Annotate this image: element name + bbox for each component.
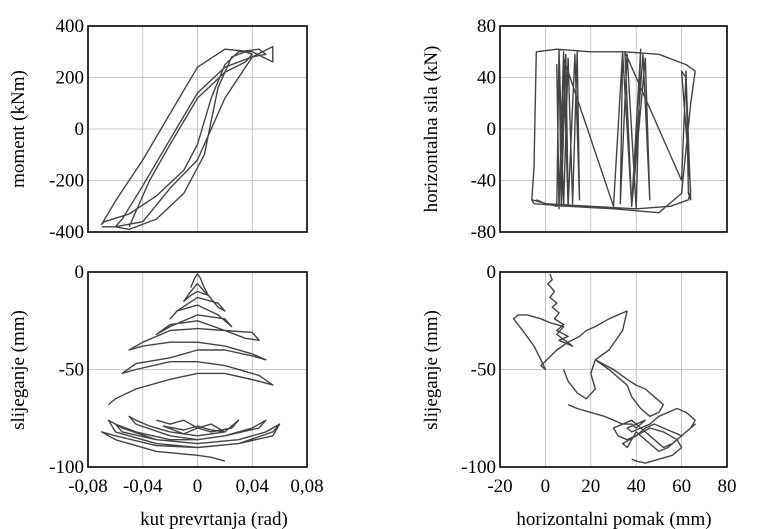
- y-axis-label: moment (kNm): [8, 70, 29, 188]
- y-axis-label: slijeganje (mm): [8, 310, 29, 430]
- hysteresis-trace: [531, 48, 696, 214]
- x-axis-label: kut prevrtanja (rad): [140, 509, 288, 529]
- x-tick-label: 40: [627, 476, 646, 497]
- hysteresis-trace: [100, 45, 274, 231]
- y-axis-label: horizontalna sila (kN): [421, 46, 442, 213]
- y-tick-label: -100: [49, 457, 84, 478]
- y-tick-label: 200: [56, 68, 85, 89]
- y-tick-label: 0: [75, 119, 85, 140]
- plot-area-frame: [499, 25, 728, 233]
- horizontalna-sila-panel: horizontalna sila (kN) 80 40 0 -40 -80: [421, 16, 728, 243]
- y-tick-label: -40: [471, 171, 496, 192]
- y-tick-label: -80: [471, 222, 496, 243]
- x-tick-label: 0,08: [290, 476, 323, 497]
- y-tick-label: 0: [487, 119, 497, 140]
- x-tick-label: 0: [193, 476, 203, 497]
- plot-area-frame: [87, 25, 308, 233]
- x-tick-label: -20: [487, 476, 512, 497]
- y-axis-label: slijeganje (mm): [421, 310, 442, 430]
- hysteresis-trace: [567, 403, 696, 464]
- y-tick-label: 0: [487, 262, 497, 283]
- x-tick-label: 0,04: [236, 476, 270, 497]
- slijeganje-kut-panel: slijeganje (mm) kut prevrtanja (rad) 0 -5…: [8, 262, 324, 529]
- y-tick-label: -100: [461, 457, 496, 478]
- x-tick-label: 80: [718, 476, 737, 497]
- plot-area-frame: [499, 271, 728, 468]
- y-tick-label: 400: [56, 16, 85, 37]
- hysteresis-trace: [100, 415, 281, 462]
- hysteresis-trace: [108, 273, 274, 406]
- x-tick-label: 20: [581, 476, 600, 497]
- x-tick-label: 60: [672, 476, 691, 497]
- hysteresis-trace: [512, 273, 665, 417]
- x-tick-label: -0,08: [68, 476, 108, 497]
- moment-panel: moment (kNm) 400 200 0 -200 -400: [8, 16, 308, 243]
- y-tick-label: 40: [477, 68, 496, 89]
- x-tick-label: 0: [541, 476, 551, 497]
- y-tick-label: -200: [49, 171, 84, 192]
- y-tick-label: -50: [471, 360, 496, 381]
- plot-area-frame: [87, 271, 308, 468]
- y-tick-label: 80: [477, 16, 496, 37]
- slijeganje-pomak-panel: slijeganje (mm) horizontalni pomak (mm) …: [421, 262, 737, 529]
- x-tick-label: -0,04: [123, 476, 163, 497]
- y-tick-label: -50: [59, 360, 84, 381]
- y-tick-label: -400: [49, 222, 84, 243]
- x-axis-label: horizontalni pomak (mm): [516, 509, 711, 529]
- y-tick-label: 0: [75, 262, 85, 283]
